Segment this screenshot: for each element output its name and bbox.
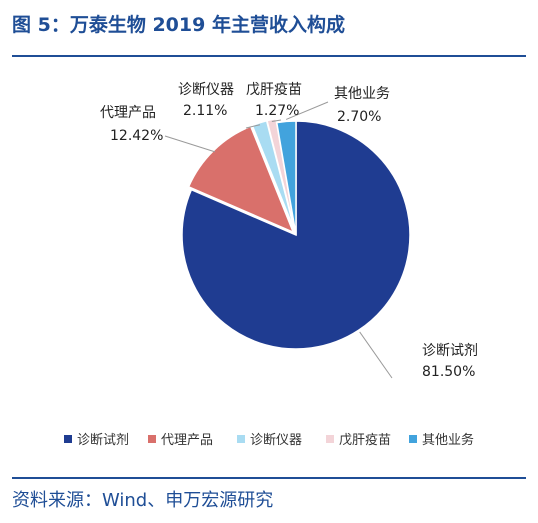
slice-value-label: 2.11%	[183, 103, 227, 119]
leader-lines	[164, 101, 393, 379]
legend-label: 诊断试剂	[77, 433, 129, 448]
legend-swatch	[409, 435, 417, 443]
legend-swatch	[148, 435, 156, 443]
title-divider	[12, 55, 526, 57]
legend-item: 诊断仪器	[237, 433, 302, 448]
legend-item: 其他业务	[409, 432, 474, 448]
legend-item: 戊肝疫苗	[326, 432, 391, 448]
slice-category-label: 其他业务	[334, 86, 390, 102]
legend-label: 诊断仪器	[250, 433, 302, 448]
legend-item: 诊断试剂	[64, 433, 129, 448]
slice-value-label: 1.27%	[255, 103, 299, 119]
slice-labels: 诊断试剂 81.50% 代理产品 12.42% 诊断仪器 2.11% 戊肝疫苗 1.27% 其他…	[100, 82, 478, 380]
slice-value-label: 12.42%	[110, 128, 163, 144]
legend-label: 戊肝疫苗	[339, 432, 391, 448]
slice-category-label: 代理产品	[100, 105, 156, 121]
legend-swatch	[326, 435, 334, 443]
leader-line	[285, 101, 329, 120]
pie-slices	[181, 117, 411, 350]
slice-category-label: 戊肝疫苗	[246, 82, 302, 98]
source-divider	[12, 477, 526, 479]
chart-legend: 诊断试剂 代理产品 诊断仪器 戊肝疫苗 其他业务	[64, 432, 474, 448]
pie-slice	[275, 120, 297, 236]
legend-label: 代理产品	[161, 433, 213, 448]
slice-category-label: 诊断试剂	[422, 343, 478, 359]
slice-value-label: 81.50%	[422, 364, 475, 380]
slice-value-label: 2.70%	[337, 109, 381, 125]
leader-line	[164, 135, 216, 153]
leader-line	[245, 124, 261, 129]
legend-item: 代理产品	[148, 433, 213, 448]
slice-category-label: 诊断仪器	[178, 82, 234, 98]
figure-title: 图 5：万泰生物 2019 年主营收入构成	[12, 14, 345, 36]
legend-swatch	[237, 435, 245, 443]
pie-slice	[266, 117, 296, 232]
leader-line	[271, 119, 282, 123]
legend-swatch	[64, 435, 72, 443]
source-note: 资料来源：Wind、申万宏源研究	[12, 490, 274, 511]
legend-label: 其他业务	[422, 432, 474, 448]
leader-line	[359, 331, 393, 379]
